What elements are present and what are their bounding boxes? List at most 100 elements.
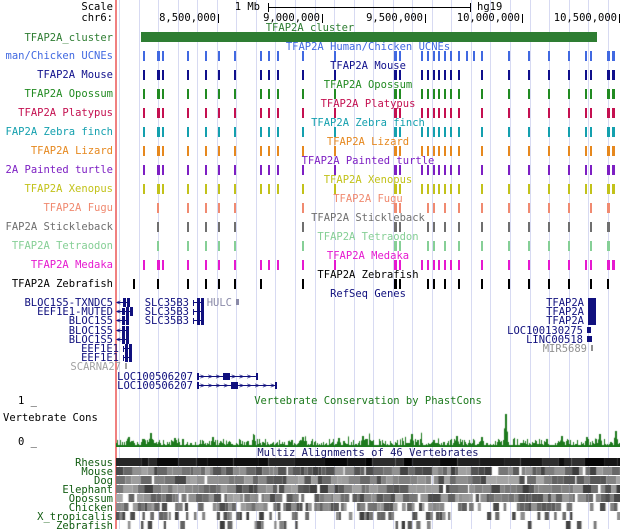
lizard-element-tick[interactable] bbox=[548, 146, 550, 156]
multiz-label-X_tropicalis[interactable]: X_tropicalis bbox=[37, 511, 113, 523]
lizard-element-tick[interactable] bbox=[508, 146, 510, 156]
gene-EEF1E1[interactable] bbox=[123, 344, 132, 353]
zebrafinch-element-tick[interactable] bbox=[218, 127, 220, 137]
lizard-element-tick[interactable] bbox=[585, 146, 587, 156]
medaka-element-tick[interactable] bbox=[568, 260, 570, 270]
turtle-element-tick[interactable] bbox=[394, 165, 397, 175]
medaka-element-tick[interactable] bbox=[444, 260, 446, 270]
turtle-element-tick[interactable] bbox=[187, 165, 189, 175]
lizard-element-tick[interactable] bbox=[568, 146, 570, 156]
medaka-element-tick[interactable] bbox=[548, 260, 550, 270]
zebrafish-element-tick[interactable] bbox=[444, 279, 446, 289]
lizard-element-tick[interactable] bbox=[433, 146, 435, 156]
gene-label-LINC00518[interactable]: LINC00518 bbox=[526, 334, 583, 346]
ucne-element-tick[interactable] bbox=[277, 51, 279, 61]
mouse-element-tick[interactable] bbox=[157, 70, 160, 80]
mouse-element-tick[interactable] bbox=[302, 70, 304, 80]
ucne-element-tick[interactable] bbox=[548, 51, 550, 61]
xenopus-element-tick[interactable] bbox=[481, 184, 483, 194]
multiz-label-Dog[interactable]: Dog bbox=[94, 475, 113, 487]
multiz-alignment-X_tropicalis[interactable] bbox=[116, 512, 620, 520]
zebrafish-element-tick[interactable] bbox=[508, 279, 510, 289]
gene-TFAP2A[interactable] bbox=[588, 316, 596, 325]
ucne-element-tick[interactable] bbox=[508, 51, 510, 61]
stickleback-element-tick[interactable] bbox=[218, 222, 220, 232]
lizard-element-tick[interactable] bbox=[187, 146, 189, 156]
medaka-element-tick[interactable] bbox=[187, 260, 189, 270]
turtle-element-tick[interactable] bbox=[143, 165, 145, 175]
stickleback-element-tick[interactable] bbox=[394, 222, 397, 232]
zebrafish-element-tick[interactable] bbox=[528, 279, 530, 289]
xenopus-element-tick[interactable] bbox=[143, 184, 145, 194]
fugu-element-tick[interactable] bbox=[528, 203, 530, 213]
medaka-element-tick[interactable] bbox=[433, 260, 435, 270]
platypus-element-tick[interactable] bbox=[421, 108, 423, 118]
gene-LINC00518[interactable] bbox=[587, 335, 592, 344]
stickleback-element-tick[interactable] bbox=[481, 222, 483, 232]
opossum-element-tick[interactable] bbox=[218, 89, 220, 99]
ucne-element-tick[interactable] bbox=[143, 51, 145, 61]
xenopus-element-tick[interactable] bbox=[438, 184, 440, 194]
medaka-element-tick[interactable] bbox=[427, 260, 429, 270]
medaka-element-tick[interactable] bbox=[205, 260, 207, 270]
fugu-element-tick[interactable] bbox=[218, 203, 220, 213]
mouse-element-tick[interactable] bbox=[458, 70, 460, 80]
turtle-element-tick[interactable] bbox=[427, 165, 429, 175]
platypus-element-tick[interactable] bbox=[481, 108, 483, 118]
zebrafish-element-tick[interactable] bbox=[568, 279, 570, 289]
fugu-element-tick[interactable] bbox=[399, 203, 401, 213]
medaka-element-tick[interactable] bbox=[450, 260, 452, 270]
platypus-element-tick[interactable] bbox=[427, 108, 429, 118]
lizard-element-tick[interactable] bbox=[427, 146, 429, 156]
zebrafish-element-tick[interactable] bbox=[548, 279, 550, 289]
lizard-element-tick[interactable] bbox=[302, 146, 304, 156]
tetraodon-element-tick[interactable] bbox=[394, 241, 397, 251]
fugu-element-tick[interactable] bbox=[508, 203, 510, 213]
zebrafish-element-tick[interactable] bbox=[394, 279, 397, 289]
platypus-element-tick[interactable] bbox=[143, 108, 145, 118]
zebrafish-element-tick[interactable] bbox=[433, 279, 435, 289]
xenopus-element-tick[interactable] bbox=[433, 184, 435, 194]
gene-SLC35B3[interactable] bbox=[193, 298, 204, 307]
mouse-element-tick[interactable] bbox=[528, 70, 530, 80]
ucne-element-tick[interactable] bbox=[268, 51, 270, 61]
cluster-bar[interactable] bbox=[141, 32, 597, 42]
ucne-element-tick[interactable] bbox=[466, 51, 468, 61]
opossum-element-tick[interactable] bbox=[302, 89, 304, 99]
multiz-alignment-Mouse[interactable] bbox=[116, 467, 620, 475]
medaka-element-tick[interactable] bbox=[421, 260, 423, 270]
platypus-element-tick[interactable] bbox=[234, 108, 236, 118]
medaka-element-tick[interactable] bbox=[508, 260, 510, 270]
mouse-element-tick[interactable] bbox=[450, 70, 452, 80]
gene-BLOC1S5[interactable]: < bbox=[116, 335, 129, 344]
xenopus-element-tick[interactable] bbox=[334, 184, 336, 194]
turtle-element-tick[interactable] bbox=[334, 165, 336, 175]
multiz-label-Elephant[interactable]: Elephant bbox=[62, 484, 113, 496]
lizard-element-tick[interactable] bbox=[612, 146, 615, 156]
ucne-element-tick[interactable] bbox=[334, 51, 336, 61]
gene-label-LOC100506207[interactable]: LOC100506207 bbox=[117, 371, 193, 383]
medaka-element-tick[interactable] bbox=[157, 260, 160, 270]
lizard-element-tick[interactable] bbox=[143, 146, 145, 156]
turtle-element-tick[interactable] bbox=[508, 165, 510, 175]
zebrafish-element-tick[interactable] bbox=[590, 279, 592, 289]
gene-label-BLOC1S5-TXNDC5[interactable]: BLOC1S5-TXNDC5 bbox=[24, 297, 113, 309]
ucne-element-tick[interactable] bbox=[568, 51, 570, 61]
platypus-element-tick[interactable] bbox=[528, 108, 530, 118]
fugu-element-tick[interactable] bbox=[234, 203, 236, 213]
stickleback-element-tick[interactable] bbox=[433, 222, 435, 232]
mouse-element-tick[interactable] bbox=[433, 70, 435, 80]
ucne-element-tick[interactable] bbox=[399, 51, 401, 61]
medaka-element-tick[interactable] bbox=[260, 260, 262, 270]
track-label-mouse[interactable]: TFAP2A Mouse bbox=[37, 69, 113, 81]
medaka-element-tick[interactable] bbox=[394, 260, 397, 270]
ucne-element-tick[interactable] bbox=[607, 51, 610, 61]
turtle-element-tick[interactable] bbox=[268, 165, 270, 175]
zebrafish-element-tick[interactable] bbox=[458, 279, 460, 289]
gene-SCARNA27[interactable] bbox=[125, 362, 127, 371]
tetraodon-element-tick[interactable] bbox=[444, 241, 446, 251]
multiz-alignment-Opossum[interactable] bbox=[116, 494, 620, 502]
stickleback-element-tick[interactable] bbox=[590, 222, 592, 232]
opossum-element-tick[interactable] bbox=[162, 89, 164, 99]
track-label-opossum[interactable]: TFAP2A Opossum bbox=[24, 88, 113, 100]
